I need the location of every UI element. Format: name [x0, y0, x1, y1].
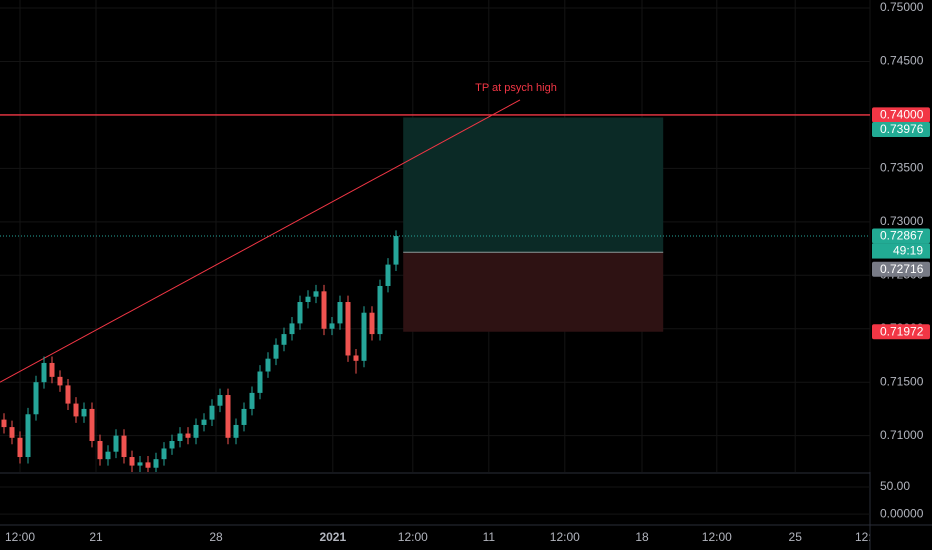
- profit-zone: [403, 117, 664, 253]
- candle-body: [65, 385, 71, 404]
- candle-body: [89, 408, 95, 441]
- time-axis: 12:00 21 28 2021 12:00 11 12:00 18 12:00 25 12:00: [5, 530, 885, 544]
- x-tick-label: 28: [209, 530, 223, 544]
- lower-pane: [0, 486, 870, 515]
- candle-body: [1, 419, 7, 428]
- last-price-badge: [872, 228, 930, 244]
- candle-body: [49, 362, 55, 377]
- candle-body: [129, 457, 135, 466]
- x-tick-label: 12:00: [398, 530, 428, 544]
- candle-body: [249, 392, 255, 409]
- stop-badge-label: 0.71972: [880, 324, 924, 338]
- candle-body: [137, 462, 143, 466]
- candle-body: [81, 408, 87, 417]
- candle-body: [201, 419, 207, 425]
- entry-badge-label: 0.72716: [880, 262, 924, 276]
- candle-body: [209, 405, 215, 420]
- x-tick-label: 11: [483, 530, 496, 544]
- y-tick-label: 0.73000: [880, 214, 924, 228]
- y-tick-label: 0.00000: [880, 506, 924, 520]
- candle-body: [321, 291, 327, 329]
- candle-body: [377, 285, 383, 335]
- candle-body: [313, 291, 319, 297]
- y-tick-label: 0.71500: [880, 374, 924, 388]
- stop-badge: [872, 324, 930, 340]
- candle-body: [233, 424, 239, 438]
- loss-zone: [403, 252, 664, 332]
- candle-body: [369, 312, 375, 335]
- candle-body: [217, 395, 223, 406]
- candle-body: [169, 440, 175, 449]
- candle-body: [297, 302, 303, 324]
- x-tick-label: 12:00: [5, 530, 35, 544]
- candle-body: [177, 433, 183, 441]
- level-badge: [872, 107, 930, 123]
- annotation: TP at psych high: [475, 82, 557, 94]
- y-tick-label: 0.74500: [880, 54, 924, 68]
- x-tick-label: 25: [789, 530, 803, 544]
- candle-body: [145, 462, 151, 468]
- tp-badge: [872, 121, 930, 137]
- plot-area: TP at psych high: [0, 82, 870, 472]
- candle-body: [281, 334, 287, 345]
- candle-body: [105, 451, 111, 460]
- x-tick-label: 12:00: [702, 530, 732, 544]
- candle-body: [113, 435, 119, 452]
- candle-body: [9, 427, 15, 438]
- candle-body: [305, 296, 311, 303]
- x-tick-label: 2021: [319, 530, 346, 544]
- trend-line: [0, 99, 521, 383]
- candle-body: [57, 376, 63, 386]
- price-axis: 0.750000.745000.740000.735000.730000.725…: [872, 0, 930, 520]
- candle-body: [225, 395, 231, 438]
- candle-body: [185, 433, 191, 438]
- x-tick-label: 21: [89, 530, 103, 544]
- candle-body: [41, 362, 47, 383]
- candle-body: [289, 323, 295, 335]
- tp-badge-label: 0.73976: [880, 122, 924, 136]
- candle-body: [33, 382, 39, 415]
- countdown: 49:19: [893, 244, 923, 258]
- x-tick-label: 18: [635, 530, 649, 544]
- y-tick-label: 0.73500: [880, 161, 924, 175]
- x-tick-label: 12:00: [855, 530, 885, 544]
- candle-body: [193, 424, 199, 438]
- level-badge-label: 0.74000: [880, 108, 924, 122]
- candle-body: [153, 459, 159, 468]
- candle-body: [257, 371, 263, 393]
- x-tick-label: 12:00: [550, 530, 580, 544]
- candle-body: [345, 302, 351, 356]
- candle-body: [265, 358, 271, 372]
- candle-body: [329, 323, 335, 329]
- y-tick-label: 50.00: [880, 479, 910, 493]
- candle-body: [73, 403, 79, 417]
- candle-body: [337, 302, 343, 324]
- candle-body: [121, 435, 127, 458]
- y-tick-label: 0.71000: [880, 428, 924, 442]
- candle-body: [353, 355, 359, 361]
- candle-body: [25, 414, 31, 458]
- entry-badge: [872, 261, 930, 277]
- candle-body: [385, 264, 391, 286]
- candle-body: [17, 437, 23, 458]
- countdown-badge: [872, 243, 930, 259]
- candle-body: [361, 312, 367, 361]
- candle-body: [393, 236, 399, 265]
- last-price-badge-label: 0.72867: [880, 229, 924, 243]
- candle-body: [241, 408, 247, 425]
- candle-body: [161, 448, 167, 460]
- candle-body: [97, 440, 103, 460]
- y-tick-label: 0.75000: [880, 0, 924, 14]
- candle-body: [273, 344, 279, 359]
